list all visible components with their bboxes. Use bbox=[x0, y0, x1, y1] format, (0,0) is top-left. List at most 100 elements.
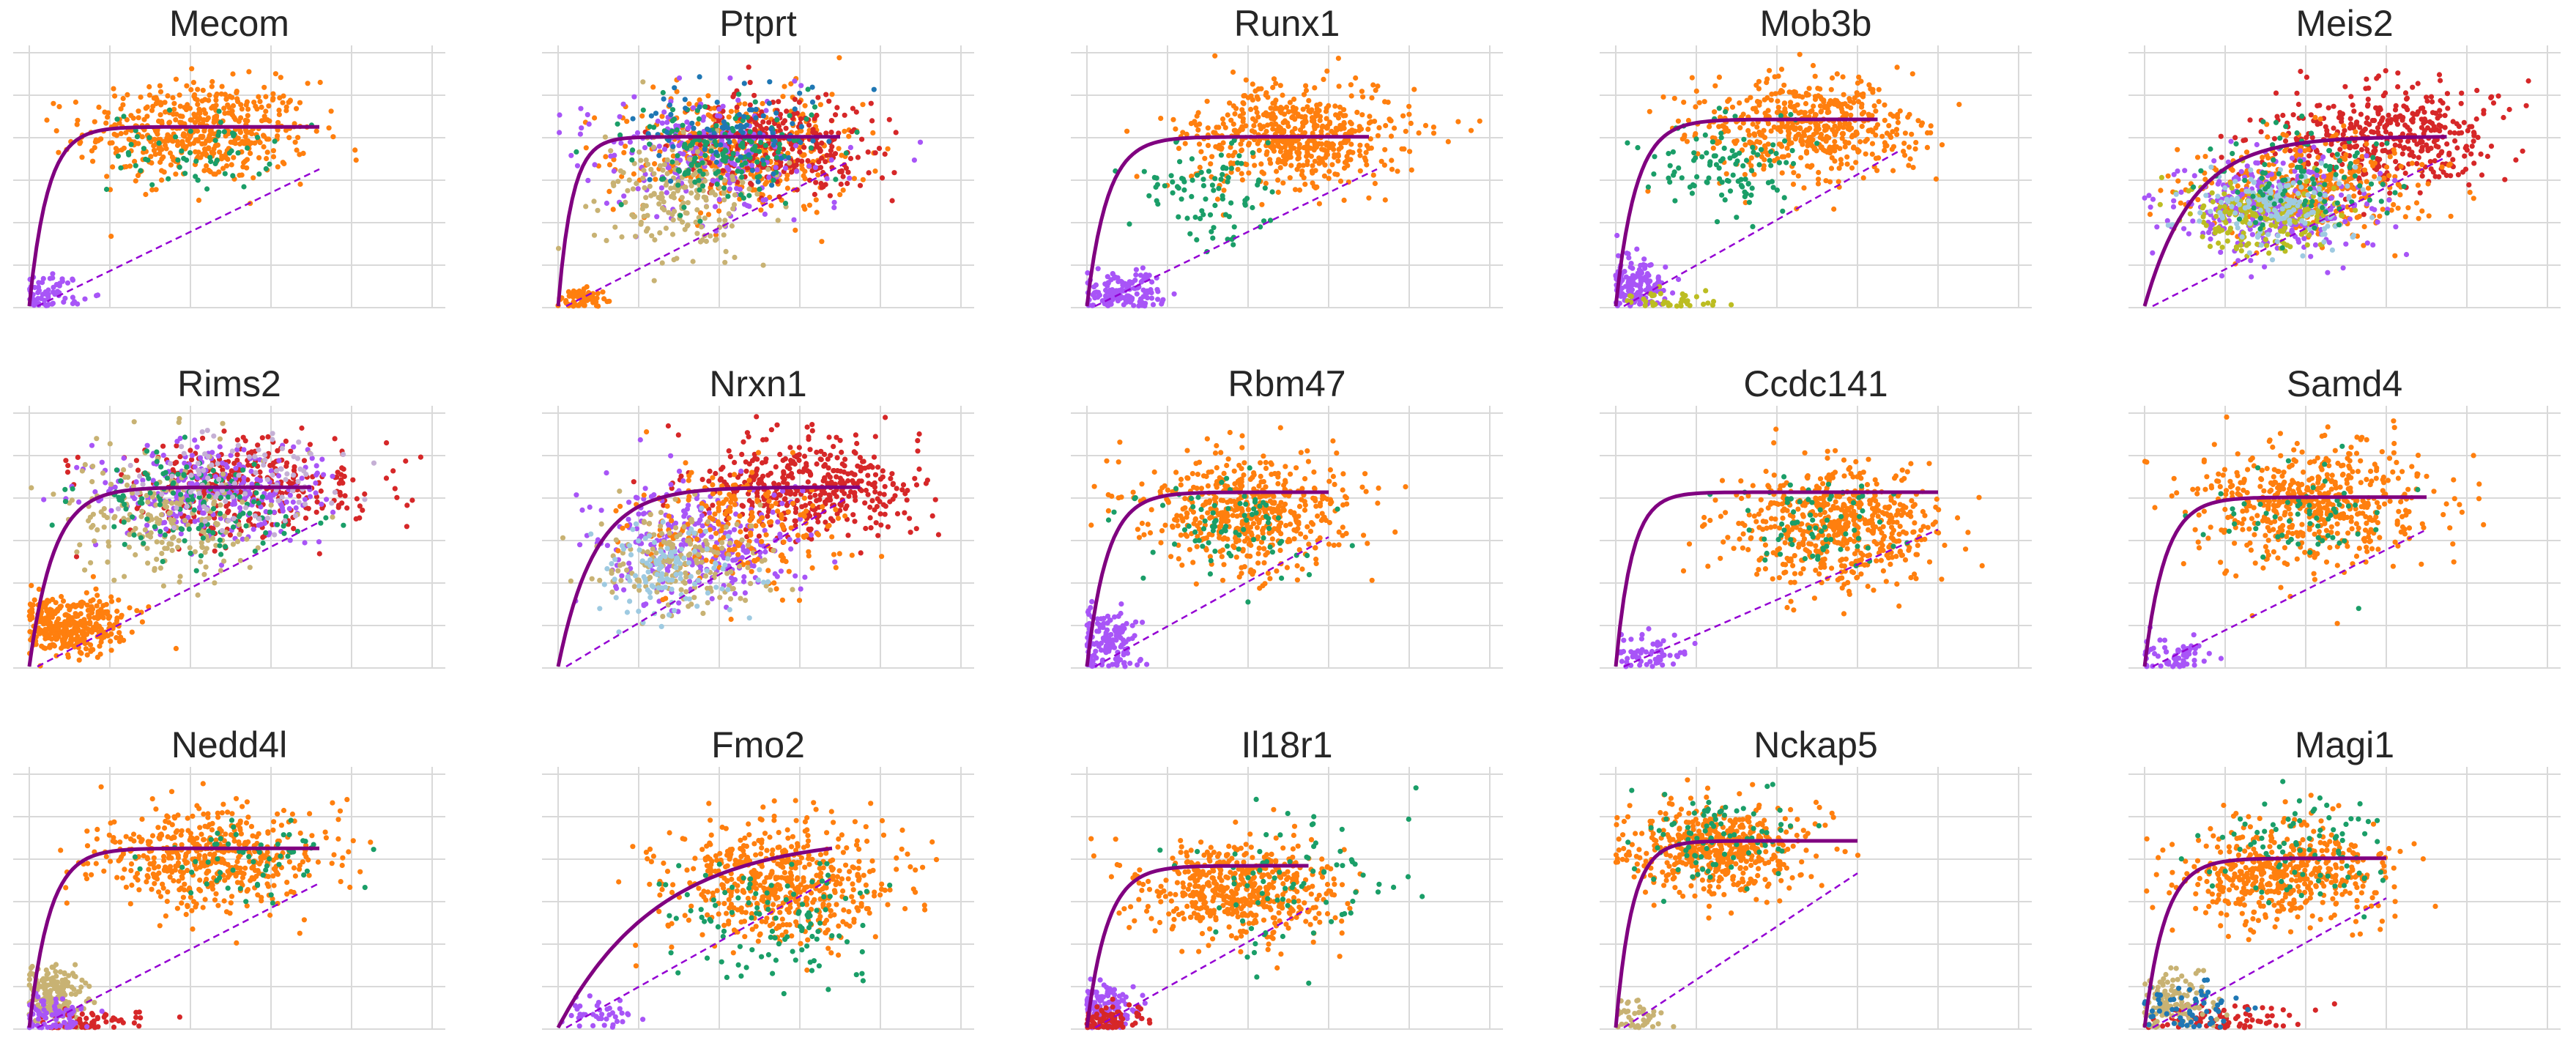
data-point bbox=[680, 129, 686, 135]
data-point bbox=[166, 176, 171, 182]
data-point bbox=[2235, 258, 2241, 264]
data-point bbox=[2479, 172, 2485, 178]
data-point bbox=[2243, 209, 2249, 215]
data-point bbox=[1652, 154, 1658, 160]
data-point bbox=[1748, 94, 1753, 100]
data-point bbox=[124, 116, 130, 123]
data-point bbox=[2430, 110, 2436, 116]
data-point bbox=[1718, 135, 1724, 141]
data-point bbox=[1270, 126, 1276, 132]
data-point bbox=[2289, 155, 2295, 161]
data-point bbox=[157, 100, 163, 105]
data-point bbox=[1805, 127, 1811, 133]
data-point bbox=[600, 289, 606, 295]
data-point bbox=[1348, 82, 1354, 88]
data-point bbox=[1292, 126, 1298, 132]
data-point bbox=[762, 142, 768, 149]
data-point bbox=[230, 103, 237, 108]
data-point bbox=[1411, 86, 1417, 92]
data-point bbox=[219, 156, 225, 162]
data-point bbox=[1859, 104, 1865, 110]
data-point bbox=[264, 149, 270, 155]
data-point bbox=[595, 163, 601, 169]
data-point bbox=[1356, 124, 1362, 130]
data-point bbox=[2233, 174, 2239, 180]
data-point bbox=[190, 80, 196, 86]
data-point bbox=[652, 237, 658, 243]
data-point bbox=[305, 81, 311, 86]
data-point bbox=[701, 114, 707, 120]
data-point bbox=[2200, 234, 2205, 240]
data-point bbox=[179, 141, 185, 146]
data-point bbox=[832, 151, 839, 157]
data-point bbox=[2400, 114, 2406, 120]
data-point bbox=[2361, 242, 2367, 248]
data-point bbox=[1265, 140, 1271, 146]
data-point bbox=[730, 125, 735, 132]
panel-title: Mecom bbox=[169, 3, 289, 44]
data-point bbox=[708, 233, 713, 239]
data-point bbox=[79, 155, 85, 160]
data-point bbox=[1663, 264, 1669, 270]
data-point bbox=[1155, 289, 1161, 294]
data-point bbox=[752, 99, 758, 105]
data-point bbox=[1192, 215, 1198, 220]
data-point bbox=[693, 219, 699, 225]
data-point bbox=[187, 135, 193, 141]
data-point bbox=[2357, 125, 2363, 130]
data-point bbox=[1337, 122, 1343, 128]
data-point bbox=[1132, 278, 1138, 283]
data-point bbox=[52, 292, 58, 297]
data-point bbox=[1671, 169, 1677, 175]
data-point bbox=[708, 114, 713, 119]
data-point bbox=[784, 176, 790, 182]
data-point bbox=[630, 147, 636, 153]
data-point bbox=[1808, 164, 1814, 170]
data-point bbox=[1263, 152, 1269, 157]
data-point bbox=[50, 300, 56, 306]
data-point bbox=[684, 223, 690, 229]
data-point bbox=[1228, 166, 1234, 171]
data-point bbox=[751, 92, 757, 98]
data-point bbox=[166, 133, 171, 139]
data-point bbox=[1839, 136, 1845, 141]
data-point bbox=[2386, 197, 2392, 203]
data-point bbox=[1269, 189, 1275, 195]
data-point bbox=[2340, 265, 2346, 271]
data-point bbox=[2397, 192, 2403, 198]
data-point bbox=[1198, 215, 1203, 221]
data-point bbox=[817, 165, 824, 171]
data-point bbox=[1638, 286, 1644, 292]
data-point bbox=[713, 232, 719, 238]
scatter-panel: Ptprt bbox=[542, 0, 974, 324]
data-point bbox=[1715, 141, 1721, 146]
data-point bbox=[1258, 161, 1264, 167]
data-point bbox=[1701, 99, 1707, 105]
data-point bbox=[1356, 148, 1362, 154]
data-point bbox=[1810, 62, 1816, 69]
data-point bbox=[823, 92, 829, 97]
data-point bbox=[1277, 127, 1283, 133]
data-point bbox=[1304, 104, 1310, 110]
data-point bbox=[294, 105, 300, 111]
data-point bbox=[809, 112, 814, 118]
data-point bbox=[769, 182, 775, 188]
data-point bbox=[1155, 201, 1161, 207]
data-point bbox=[795, 157, 801, 163]
data-point bbox=[1332, 103, 1338, 109]
data-point bbox=[1816, 93, 1822, 99]
data-point bbox=[2461, 119, 2467, 125]
data-point bbox=[174, 142, 181, 149]
data-point bbox=[658, 185, 664, 191]
data-point bbox=[1408, 120, 1414, 126]
data-point bbox=[648, 166, 654, 172]
data-point bbox=[2391, 150, 2397, 156]
data-point bbox=[749, 163, 755, 168]
data-point bbox=[578, 105, 584, 111]
data-point bbox=[810, 127, 816, 133]
data-point bbox=[694, 149, 701, 155]
data-point bbox=[773, 165, 779, 171]
data-point bbox=[749, 168, 755, 174]
data-point bbox=[784, 185, 790, 191]
data-point bbox=[2229, 185, 2235, 191]
